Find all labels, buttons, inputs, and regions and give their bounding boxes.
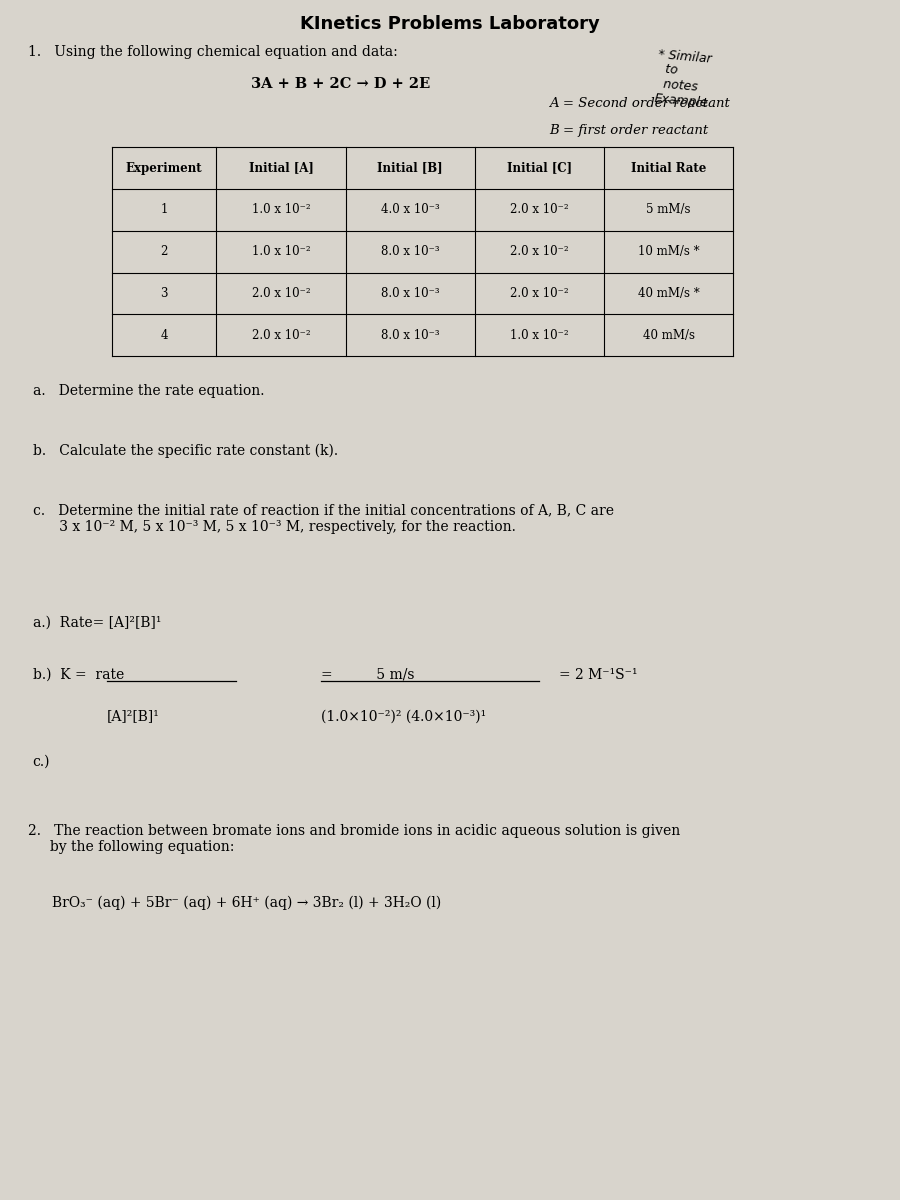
Text: 1.0 x 10⁻²: 1.0 x 10⁻² (252, 203, 310, 216)
Text: (1.0×10⁻²)² (4.0×10⁻³)¹: (1.0×10⁻²)² (4.0×10⁻³)¹ (320, 709, 486, 724)
Text: = 2 M⁻¹S⁻¹: = 2 M⁻¹S⁻¹ (559, 667, 638, 682)
Text: 2.0 x 10⁻²: 2.0 x 10⁻² (510, 245, 569, 258)
Text: 8.0 x 10⁻³: 8.0 x 10⁻³ (381, 329, 439, 342)
Text: Initial [B]: Initial [B] (377, 162, 443, 174)
Text: b.   Calculate the specific rate constant (k).: b. Calculate the specific rate constant … (32, 444, 338, 458)
Text: 4.0 x 10⁻³: 4.0 x 10⁻³ (381, 203, 439, 216)
Text: =          5 m/s: = 5 m/s (320, 667, 414, 682)
Text: 2.   The reaction between bromate ions and bromide ions in acidic aqueous soluti: 2. The reaction between bromate ions and… (28, 824, 680, 854)
Text: 2.0 x 10⁻²: 2.0 x 10⁻² (252, 287, 310, 300)
Text: c.): c.) (32, 755, 50, 768)
Text: 1.0 x 10⁻²: 1.0 x 10⁻² (252, 245, 310, 258)
Text: 8.0 x 10⁻³: 8.0 x 10⁻³ (381, 245, 439, 258)
Text: Experiment: Experiment (126, 162, 202, 174)
Text: Initial Rate: Initial Rate (631, 162, 706, 174)
Text: 2.0 x 10⁻²: 2.0 x 10⁻² (510, 287, 569, 300)
Text: 5 mM/s: 5 mM/s (646, 203, 691, 216)
Text: 2.0 x 10⁻²: 2.0 x 10⁻² (510, 203, 569, 216)
Text: b.)  K =  rate: b.) K = rate (32, 667, 124, 682)
Text: B = first order reactant: B = first order reactant (549, 125, 708, 137)
Text: 40 mM/s *: 40 mM/s * (638, 287, 699, 300)
Text: Initial [C]: Initial [C] (507, 162, 572, 174)
Text: 2.0 x 10⁻²: 2.0 x 10⁻² (252, 329, 310, 342)
Text: 1: 1 (160, 203, 168, 216)
Text: Initial [A]: Initial [A] (248, 162, 313, 174)
Text: 3: 3 (160, 287, 168, 300)
Text: 1.0 x 10⁻²: 1.0 x 10⁻² (510, 329, 569, 342)
Text: 8.0 x 10⁻³: 8.0 x 10⁻³ (381, 287, 439, 300)
Text: KInetics Problems Laboratory: KInetics Problems Laboratory (300, 14, 600, 32)
Text: * Similar
  to
  notes
Example: * Similar to notes Example (653, 48, 713, 110)
Text: 1.   Using the following chemical equation and data:: 1. Using the following chemical equation… (28, 44, 398, 59)
Text: 10 mM/s *: 10 mM/s * (638, 245, 699, 258)
Text: a.)  Rate= [A]²[B]¹: a.) Rate= [A]²[B]¹ (32, 616, 161, 630)
Text: 3A + B + 2C → D + 2E: 3A + B + 2C → D + 2E (251, 78, 430, 91)
Text: [A]²[B]¹: [A]²[B]¹ (107, 709, 160, 724)
Text: a.   Determine the rate equation.: a. Determine the rate equation. (32, 384, 264, 398)
Text: 4: 4 (160, 329, 168, 342)
Text: 40 mM/s: 40 mM/s (643, 329, 695, 342)
Text: 2: 2 (160, 245, 168, 258)
Text: c.   Determine the initial rate of reaction if the initial concentrations of A, : c. Determine the initial rate of reactio… (32, 504, 614, 534)
Text: BrO₃⁻ (aq) + 5Br⁻ (aq) + 6H⁺ (aq) → 3Br₂ (l) + 3H₂O (l): BrO₃⁻ (aq) + 5Br⁻ (aq) + 6H⁺ (aq) → 3Br₂… (52, 895, 442, 910)
Text: A = Second order reactant: A = Second order reactant (549, 97, 730, 110)
